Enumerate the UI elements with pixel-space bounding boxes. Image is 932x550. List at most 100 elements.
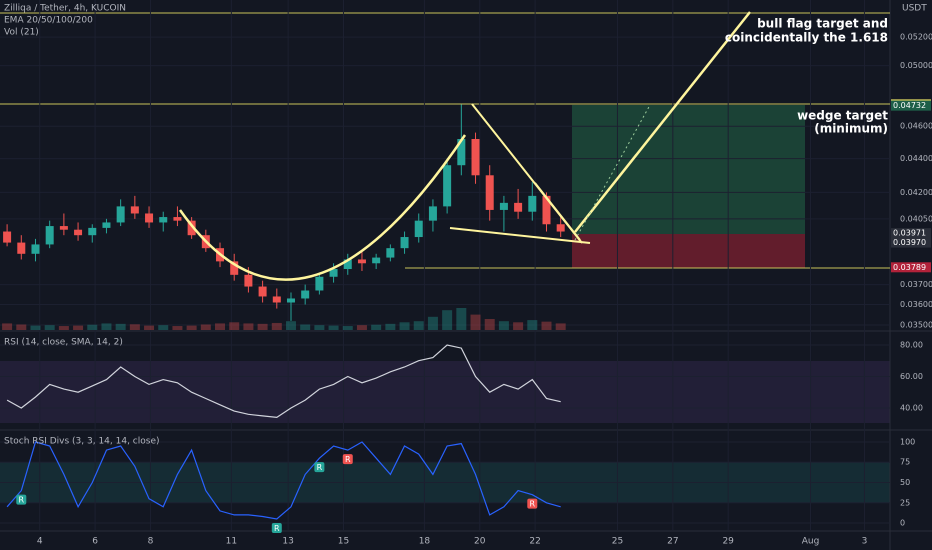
x-tick-label: 6 xyxy=(92,537,98,547)
volume-bar xyxy=(371,324,382,330)
volume-bar xyxy=(484,319,495,330)
y-tick-label: 0.04600 xyxy=(900,122,932,131)
candle-body xyxy=(343,259,352,270)
x-tick-label: Aug xyxy=(802,537,820,547)
candle-body xyxy=(301,290,310,299)
volume-bar xyxy=(342,326,353,330)
candle-body xyxy=(386,248,395,258)
volume-bar xyxy=(498,321,509,330)
candle-body xyxy=(31,244,40,254)
volume-bar xyxy=(300,324,311,330)
x-tick-label: 15 xyxy=(338,537,349,547)
candle-body xyxy=(230,261,239,275)
price-tag xyxy=(891,100,931,111)
volume-bar xyxy=(442,310,453,330)
projection xyxy=(574,104,651,241)
candle-body xyxy=(130,206,139,214)
indicator-label: Vol (21) xyxy=(4,28,39,38)
divergence-marker xyxy=(342,454,353,465)
candle-body xyxy=(244,274,253,287)
volume-bar xyxy=(314,325,325,330)
y-tick-label: 25 xyxy=(900,498,910,507)
divergence-label: R xyxy=(19,496,25,505)
y-tick-label: 80.00 xyxy=(900,340,923,349)
candle-body xyxy=(499,202,508,210)
x-tick-label: 22 xyxy=(529,537,540,547)
candle-body xyxy=(528,195,537,212)
volume-bar xyxy=(30,325,41,330)
volume-bar xyxy=(243,323,254,330)
volume-bar xyxy=(271,322,282,330)
volume-bar xyxy=(2,323,13,330)
y-tick-label: 0.04400 xyxy=(900,154,932,163)
y-tick-label: 0.03500 xyxy=(900,320,932,329)
rsi-band xyxy=(0,361,890,423)
divergence-marker xyxy=(314,462,325,473)
volume-bar xyxy=(328,325,339,330)
volume-bar xyxy=(115,323,126,330)
volume-bar xyxy=(16,324,27,330)
y-tick-label: 75 xyxy=(900,458,910,467)
volume-bar xyxy=(229,322,240,330)
volume-bar xyxy=(470,314,481,330)
candle-body xyxy=(3,231,12,243)
annotation: bull flag target and xyxy=(757,17,888,31)
candle-body xyxy=(187,220,196,236)
indicator-label: EMA 20/50/100/200 xyxy=(4,16,93,26)
candle-body xyxy=(471,139,480,176)
x-tick-label: 13 xyxy=(282,537,293,547)
price-tag-label: 0.03789 xyxy=(893,263,926,272)
candle-body xyxy=(485,175,494,210)
candle-body xyxy=(514,202,523,212)
divergence-label: R xyxy=(317,463,323,472)
x-tick-label: 4 xyxy=(37,537,43,547)
y-tick-label: 0.03600 xyxy=(900,300,932,309)
volume-bar xyxy=(44,325,55,330)
divergence-marker xyxy=(16,494,27,505)
volume-bar xyxy=(356,325,367,330)
volume-bar xyxy=(158,325,169,330)
candle-body xyxy=(88,227,97,236)
panel-title: Stoch RSI Divs (3, 3, 14, 14, close) xyxy=(4,437,160,447)
y-tick-label: 0.05000 xyxy=(900,61,932,70)
x-tick-label: 8 xyxy=(148,537,154,547)
candle-body xyxy=(428,206,437,221)
volume-bar xyxy=(172,326,183,330)
candle-body xyxy=(414,220,423,238)
candle-body xyxy=(286,298,295,303)
candle-body xyxy=(315,276,324,291)
volume-bar xyxy=(456,308,467,330)
x-tick-label: 29 xyxy=(722,537,734,547)
candle-body xyxy=(400,237,409,249)
profit-zone xyxy=(572,105,805,234)
volume-bar xyxy=(215,323,226,330)
divergence-label: R xyxy=(345,455,351,464)
candle-body xyxy=(102,222,111,228)
x-tick-label: 3 xyxy=(862,537,868,547)
volume-bar xyxy=(58,326,69,330)
annotation: (minimum) xyxy=(814,122,888,136)
divergence-marker xyxy=(527,498,538,509)
candle-body xyxy=(542,195,551,225)
candle-body xyxy=(556,224,565,232)
chart-title: Zilliqa / Tether, 4h, KUCOIN xyxy=(4,4,126,14)
candle-body xyxy=(357,259,366,264)
flag-target-line xyxy=(574,11,751,233)
volume-bar xyxy=(200,324,211,330)
volume-bar xyxy=(257,323,268,330)
volume-bar xyxy=(87,324,98,330)
y-tick-label: 0 xyxy=(900,519,905,528)
candle-body xyxy=(372,257,381,264)
annotation: wedge target xyxy=(797,109,888,123)
y-tick-label: 0.04200 xyxy=(900,188,932,197)
annotation: coincidentally the 1.618 xyxy=(725,31,888,45)
candle-body xyxy=(45,226,54,245)
y-tick-label: 50 xyxy=(900,478,910,487)
divergence-label: R xyxy=(530,500,536,509)
x-tick-label: 18 xyxy=(419,537,431,547)
y-tick-label: 0.03700 xyxy=(900,280,932,289)
x-tick-label: 27 xyxy=(667,537,678,547)
price-tag xyxy=(891,237,931,248)
volume-bar xyxy=(427,316,438,330)
